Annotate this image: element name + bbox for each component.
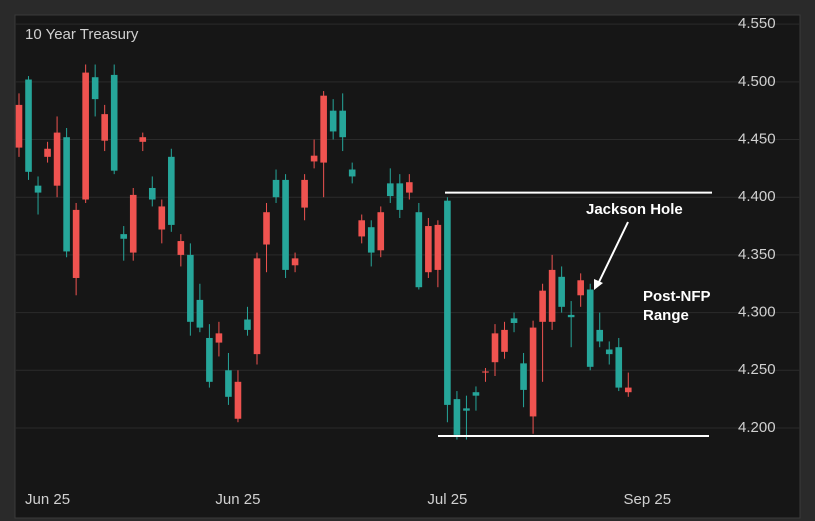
candle-body	[415, 212, 423, 288]
candle-body	[510, 318, 518, 323]
candle-body	[272, 179, 280, 198]
arrow-head	[594, 279, 603, 290]
candle-body	[396, 183, 404, 210]
candle-body	[120, 234, 128, 239]
candle-body	[25, 79, 32, 172]
candle-body	[187, 254, 194, 322]
y-tick-label: 4.200	[738, 419, 776, 436]
candle-body	[301, 179, 308, 208]
candle-body	[444, 200, 451, 405]
y-tick-label: 4.500	[738, 73, 776, 90]
candle-body	[263, 212, 270, 245]
candle-body	[367, 227, 375, 253]
candle-body	[91, 77, 99, 100]
candle-body	[168, 156, 175, 225]
candle-body	[329, 110, 337, 132]
candle-body	[529, 327, 537, 417]
candle-body	[463, 408, 470, 411]
candle-body	[148, 187, 156, 200]
candle-body	[82, 72, 89, 200]
candle-body	[110, 74, 118, 171]
candle-body	[501, 329, 508, 352]
candle-body	[624, 387, 632, 393]
candle-body	[310, 155, 318, 162]
candle-body	[158, 206, 166, 230]
y-tick-label: 4.250	[738, 361, 776, 378]
candle-body	[215, 333, 223, 343]
candle-body	[482, 371, 489, 373]
candle-body	[406, 182, 413, 193]
candle-body	[15, 104, 23, 148]
annotation: Range	[643, 307, 689, 324]
candle-body	[567, 314, 575, 318]
annotation: Jackson Hole	[586, 201, 683, 218]
candle-body	[206, 337, 213, 382]
candle-body	[358, 220, 366, 237]
candle-body	[348, 169, 356, 177]
candle-body	[605, 349, 613, 355]
y-tick-label: 4.450	[738, 130, 776, 147]
candle-body	[34, 185, 42, 193]
candle-body	[129, 194, 137, 253]
x-tick-label: Jul 25	[427, 491, 467, 508]
candle-body	[596, 329, 604, 342]
candle-body	[386, 183, 394, 197]
arrow	[597, 221, 629, 285]
y-tick-label: 4.550	[738, 15, 776, 32]
y-tick-label: 4.400	[738, 188, 776, 205]
candle-body	[196, 299, 204, 328]
annotation: Post-NFP	[643, 288, 711, 305]
candle-body	[139, 137, 147, 142]
candle-body	[72, 209, 80, 278]
candle-body	[225, 370, 232, 397]
x-tick-label: Jun 25	[25, 491, 70, 508]
candle-body	[339, 110, 346, 138]
candle-body	[44, 148, 51, 157]
candle-body	[53, 132, 61, 186]
x-tick-label: Sep 25	[624, 491, 672, 508]
x-tick-label: Jun 25	[215, 491, 260, 508]
candle-body	[101, 114, 108, 141]
candle-body	[558, 276, 565, 307]
y-tick-label: 4.300	[738, 304, 776, 321]
plot-area	[14, 14, 801, 519]
candle-body	[539, 290, 546, 322]
candle-body	[234, 381, 242, 419]
candle-body	[244, 319, 251, 330]
candle-body	[377, 212, 385, 251]
candle-body	[615, 347, 623, 388]
candle-body	[177, 241, 185, 255]
chart-title: 10 Year Treasury	[25, 26, 139, 43]
candle-body	[548, 269, 556, 322]
candle-body	[320, 95, 327, 163]
candle-body	[291, 258, 299, 266]
candle-body	[253, 258, 261, 355]
candle-body	[491, 333, 499, 363]
candle-body	[577, 280, 584, 296]
candle-body	[425, 226, 432, 273]
y-tick-label: 4.350	[738, 246, 776, 263]
candle-body	[282, 179, 289, 270]
candle-body	[520, 363, 527, 390]
candle-body	[453, 399, 461, 435]
candle-body	[586, 289, 594, 367]
candle-body	[63, 137, 70, 252]
candle-body	[434, 224, 442, 270]
candle-body	[472, 392, 480, 396]
